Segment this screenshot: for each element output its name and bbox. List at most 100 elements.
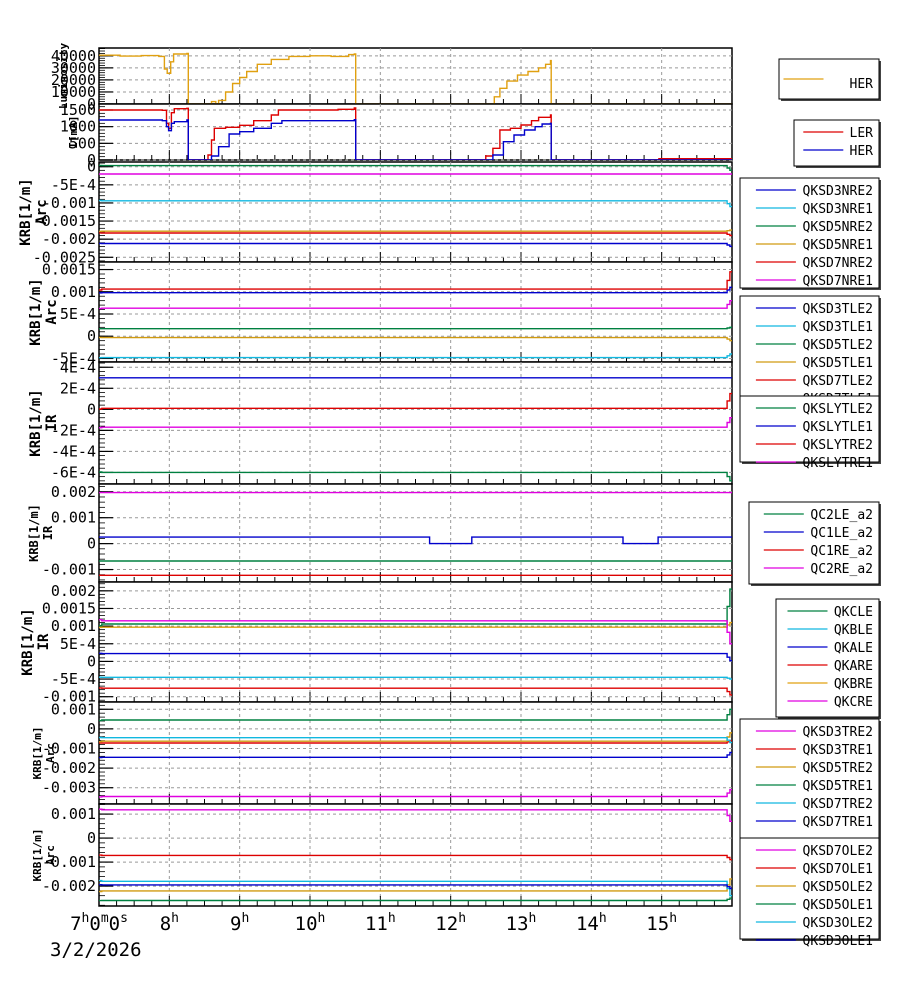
y-tick-label: 40000 xyxy=(51,47,96,65)
panel-arc-nre: 0-5E-4-0.001-0.0015-0.002-0.0025 KRB[1/m]… xyxy=(18,158,881,290)
y-tick-label: 0.001 xyxy=(51,509,96,527)
legend-label: QKSD5TLE1 xyxy=(803,356,873,371)
legend-label: QKSD3TLE1 xyxy=(803,320,873,335)
y-tick-label: -0.0015 xyxy=(33,212,96,230)
y-tick-label: 2E-4 xyxy=(60,379,96,397)
y-tick-label: 0 xyxy=(87,535,96,553)
y-axis-label: KRB[1/m] xyxy=(28,278,44,345)
legend-label: QKSD5OLE1 xyxy=(803,898,873,913)
y-tick-label: 0.0015 xyxy=(42,599,96,617)
plot-frame xyxy=(98,103,733,161)
y-axis-label: IR xyxy=(41,525,55,540)
legend-label: QKSD5TRE1 xyxy=(803,779,873,794)
series-line-her xyxy=(99,52,732,104)
series-line-qkcre xyxy=(99,619,732,645)
legend-box xyxy=(793,119,880,167)
legend-label: QKCLE xyxy=(834,605,873,620)
legend-label: HER xyxy=(850,77,874,92)
plot-frame xyxy=(98,361,733,485)
y-axis-label: IR xyxy=(44,414,60,431)
legend-luminosity: HER xyxy=(778,58,881,101)
series-line-qksd3nre2 xyxy=(99,242,732,248)
y-tick-label: -0.001 xyxy=(42,561,96,579)
legend-label: QKSD5OLE2 xyxy=(803,880,873,895)
legend-ir-ly: QKSLYTLE2 QKSLYTLE1 QKSLYTRE2 QKSLYTRE1 xyxy=(739,395,881,471)
y-tick-label: -0.002 xyxy=(42,230,96,248)
series-line-qkare xyxy=(99,687,732,696)
legend-label: QC2LE_a2 xyxy=(810,508,873,523)
series-line-qkslytle2 xyxy=(99,471,732,482)
y-tick-label: -0.001 xyxy=(42,688,96,706)
series-line-qksd3ole1 xyxy=(99,884,732,890)
series-group xyxy=(99,588,732,696)
x-tick-label: 13h​ xyxy=(506,911,537,935)
legend-box xyxy=(739,395,880,463)
series-group xyxy=(99,271,732,359)
legend-label: QKSD7NRE1 xyxy=(803,274,873,289)
x-tick-label: 11h​ xyxy=(365,911,396,935)
legend-ir-qc: QC2LE_a2 QC1LE_a2 QC1RE_a2 QC2RE_a2 xyxy=(748,501,881,586)
y-tick-label: 1500 xyxy=(60,101,96,119)
y-tick-label: 0 xyxy=(87,829,96,847)
legend-label: QKSD7OLE1 xyxy=(803,862,873,877)
legend-label: QKSD5NRE2 xyxy=(803,220,873,235)
y-axis-label: IR xyxy=(36,633,52,650)
legend-label: QKALE xyxy=(834,641,873,656)
y-tick-label: 30000 xyxy=(51,59,96,77)
plot-frame xyxy=(98,47,733,105)
legend-label: QKSLYTLE1 xyxy=(803,420,873,435)
legend-label: QKBRE xyxy=(834,677,873,692)
legend-label: QKSD3TRE1 xyxy=(803,743,873,758)
x-tick-label: 12h​ xyxy=(435,911,466,935)
x-tick-label: 8h​ xyxy=(160,911,179,935)
series-line-qksd7tre2 xyxy=(99,736,732,744)
legend-label: QKSD3NRE1 xyxy=(803,202,873,217)
legend-label: QKSD5TRE2 xyxy=(803,761,873,776)
legend-label: QKSD7TRE1 xyxy=(803,815,873,830)
legend-label: QKBLE xyxy=(834,623,873,638)
x-axis-date: 3/2/2026 xyxy=(50,939,142,961)
series-group xyxy=(99,107,732,160)
plot-frame xyxy=(98,701,733,805)
plot-frame xyxy=(98,261,733,363)
y-tick-label: 0.002 xyxy=(51,582,96,600)
y-tick-label: 0 xyxy=(87,720,96,738)
legend-label: QKSD5TLE2 xyxy=(803,338,873,353)
y-tick-label: -4E-4 xyxy=(51,442,96,460)
y-tick-label: -0.002 xyxy=(42,759,96,777)
legend-label: QKSD7TLE2 xyxy=(803,374,873,389)
y-axis-label: KRB[1/m] xyxy=(31,727,44,780)
series-line-qksd7ole2 xyxy=(99,808,732,822)
y-axis-label: Arc xyxy=(44,299,60,324)
series-line-qksd7ole1 xyxy=(99,854,732,861)
legend-label: QC1LE_a2 xyxy=(810,526,873,541)
legend-box xyxy=(739,295,880,399)
x-tick-label: 14h​ xyxy=(576,911,607,935)
x-tick-label: 9h​ xyxy=(230,911,249,935)
legend-label: QKSD3TLE2 xyxy=(803,302,873,317)
y-tick-label: -6E-4 xyxy=(51,463,96,481)
y-tick-label: 0.001 xyxy=(51,805,96,823)
y-tick-label: 0.001 xyxy=(51,700,96,718)
legend-label: QKSD3OLE1 xyxy=(803,934,873,949)
plot-frame xyxy=(98,161,733,263)
y-tick-label: 0.001 xyxy=(51,283,96,301)
y-tick-label: 1000 xyxy=(60,118,96,136)
y-tick-label: 0 xyxy=(87,327,96,345)
y-axis-label: Arc xyxy=(44,743,57,763)
series-line-qksd7nre2 xyxy=(99,232,732,237)
y-tick-label: 0.002 xyxy=(51,483,96,501)
legend-label: QKSLYTLE2 xyxy=(803,402,873,417)
y-axis-label: KRB[1/m] xyxy=(28,389,44,456)
y-tick-label: 500 xyxy=(69,134,96,152)
panel-ir-qk: 0.0020.00150.0015E-40-5E-4-0.001KRB[1/m]… xyxy=(20,581,881,719)
legend-box xyxy=(739,177,880,289)
y-axis-label: KRB[1/m] xyxy=(27,504,41,562)
y-tick-label: -2E-4 xyxy=(51,421,96,439)
series-line-qksd7tle2 xyxy=(99,271,732,291)
y-tick-label: 5E-4 xyxy=(60,635,96,653)
series-line-qksd3tle2 xyxy=(99,286,732,294)
